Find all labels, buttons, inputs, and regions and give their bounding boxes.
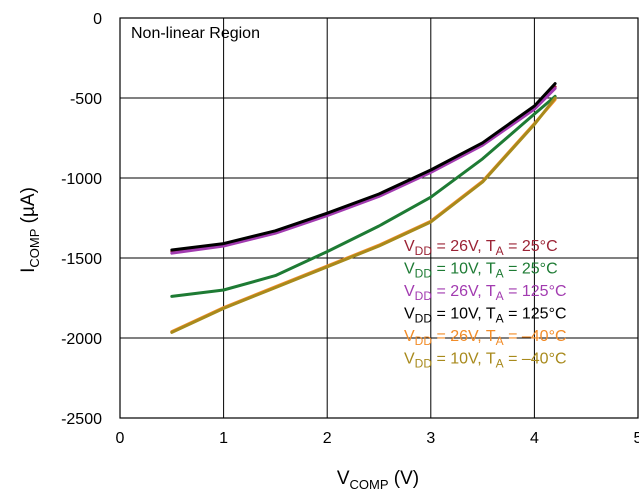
series-line-5 [170, 96, 557, 334]
legend-entry-1: VDD = 10V, TA = 25°C [404, 261, 558, 281]
x-tick-label: 3 [426, 430, 435, 447]
legend-entry-0: VDD = 26V, TA = 25°C [404, 238, 558, 258]
series-line-2 [170, 86, 557, 255]
plot-frame [119, 17, 639, 419]
legend-entry-5: VDD = 10V, TA = –40°C [404, 351, 567, 371]
series-lines [170, 82, 557, 334]
series-line-3 [170, 82, 557, 252]
legend-entry-3: VDD = 10V, TA = 125°C [404, 306, 567, 326]
y-tick-label: -1500 [61, 251, 102, 268]
x-tick-label: 2 [323, 430, 332, 447]
x-tick-label: 1 [219, 430, 228, 447]
region-annotation: Non-linear Region [131, 25, 260, 42]
y-tick-label: -500 [70, 91, 102, 108]
y-tick-label: -1000 [61, 171, 102, 188]
y-axis-title: ICOMP (µA) [18, 187, 42, 273]
tick-labels: 0 1 2 3 4 5 0 -500 -1000 -1500 -2000 -2500 [61, 11, 639, 447]
x-tick-label: 5 [634, 430, 639, 447]
y-tick-label: -2000 [61, 331, 102, 348]
x-tick-label: 4 [530, 430, 539, 447]
series-line-0 [170, 85, 557, 254]
x-tick-label: 0 [116, 430, 125, 447]
legend-entry-2: VDD = 26V, TA = 125°C [404, 283, 567, 303]
y-tick-label: 0 [93, 11, 102, 28]
legend-entry-4: VDD = 26V, TA = –40°C [404, 328, 567, 348]
y-tick-label: -2500 [61, 411, 102, 428]
series-line-1 [170, 94, 557, 298]
grid [120, 18, 638, 418]
x-axis-title: VCOMP (V) [337, 468, 419, 492]
legend: VDD = 26V, TA = 25°C VDD = 10V, TA = 25°C… [404, 238, 567, 371]
